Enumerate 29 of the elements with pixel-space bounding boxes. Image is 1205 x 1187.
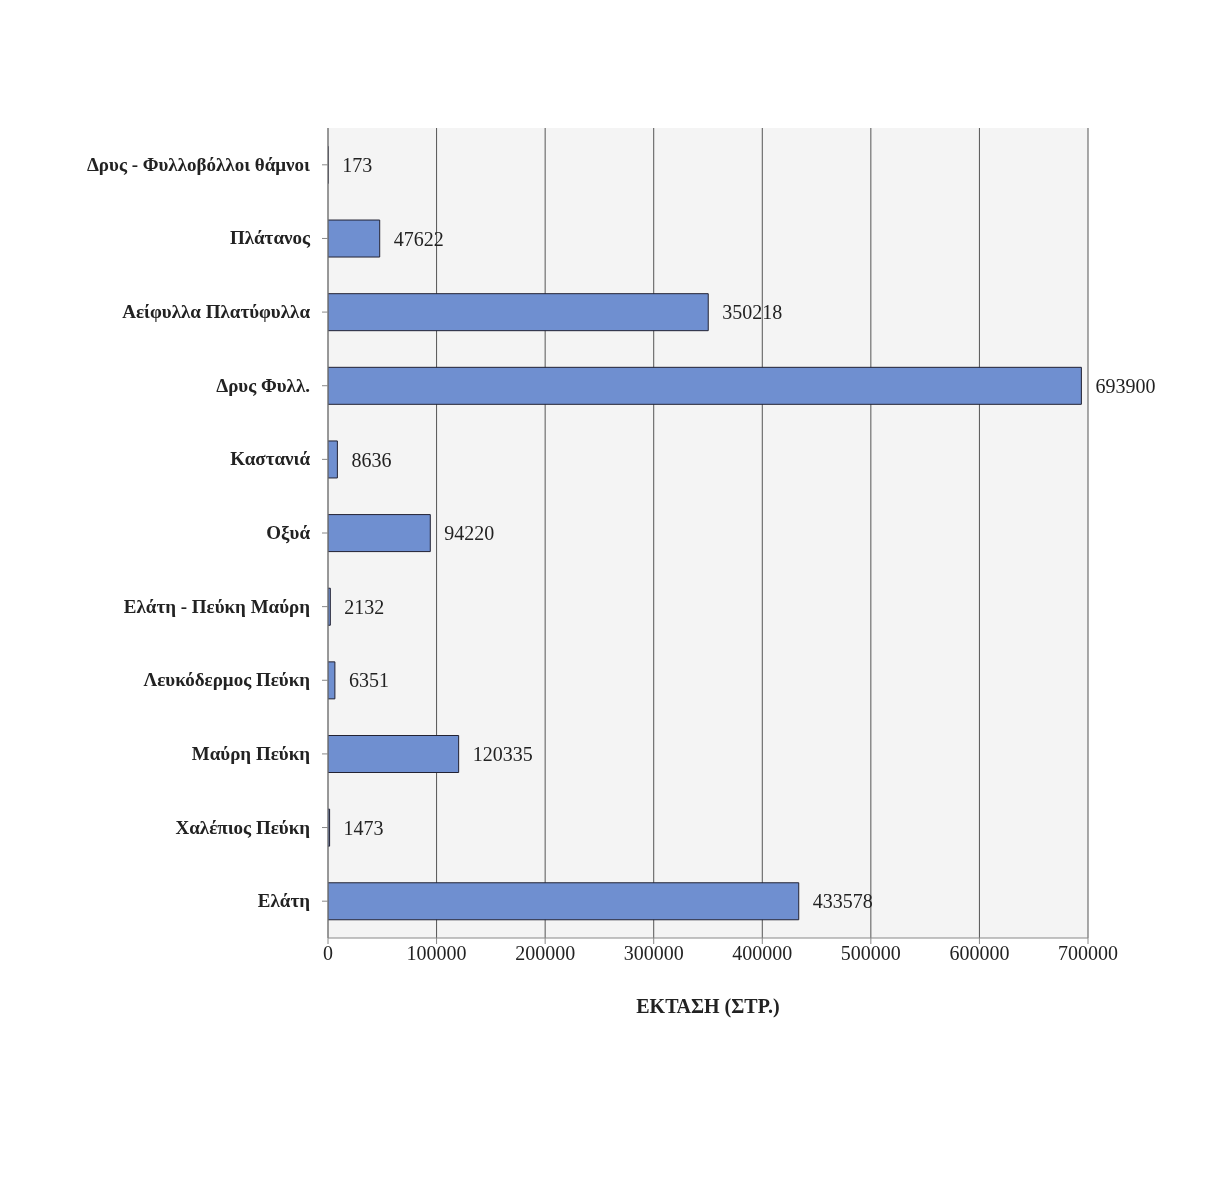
x-tick-label: 700000 [1058,942,1118,965]
y-tick-label: Χαλέπιος Πεύκη [175,816,310,838]
x-tick-label: 600000 [949,942,1010,965]
data-label: 173 [342,154,373,177]
y-tick-label: Λευκόδερμος Πεύκη [143,669,310,691]
data-label: 6351 [348,669,389,692]
x-tick-label: 100000 [406,942,467,965]
y-tick-label: Δρυς Φυλλ. [216,374,310,396]
data-label: 8636 [351,448,392,471]
x-axis-title: ΕΚΤΑΣΗ (ΣΤΡ.) [636,995,780,1018]
y-tick-label: Ελάτη - Πεύκη Μαύρη [123,595,310,617]
x-tick-label: 500000 [840,942,901,965]
data-label: 120335 [472,743,533,766]
y-tick-label: Καστανιά [230,448,311,470]
data-label: 433578 [812,890,873,913]
y-tick-label: Οξυά [266,522,311,544]
x-tick-label: 0 [323,942,333,965]
y-tick-label: Ελάτη [257,890,310,912]
data-label: 693900 [1095,374,1156,397]
y-tick-label: Μαύρη Πεύκη [191,742,310,764]
y-tick-label: Αείφυλλα Πλατύφυλλα [122,301,311,323]
y-tick-label: Δρυς - Φυλλοβόλλοι θάμνοι [86,153,311,175]
x-tick-label: 300000 [623,942,684,965]
y-tick-label: Πλάτανος [229,227,311,249]
data-label: 1473 [343,816,384,839]
data-label: 94220 [444,522,495,545]
data-label: 2132 [344,595,385,618]
x-tick-label: 200000 [515,942,576,965]
x-tick-label: 400000 [732,942,793,965]
